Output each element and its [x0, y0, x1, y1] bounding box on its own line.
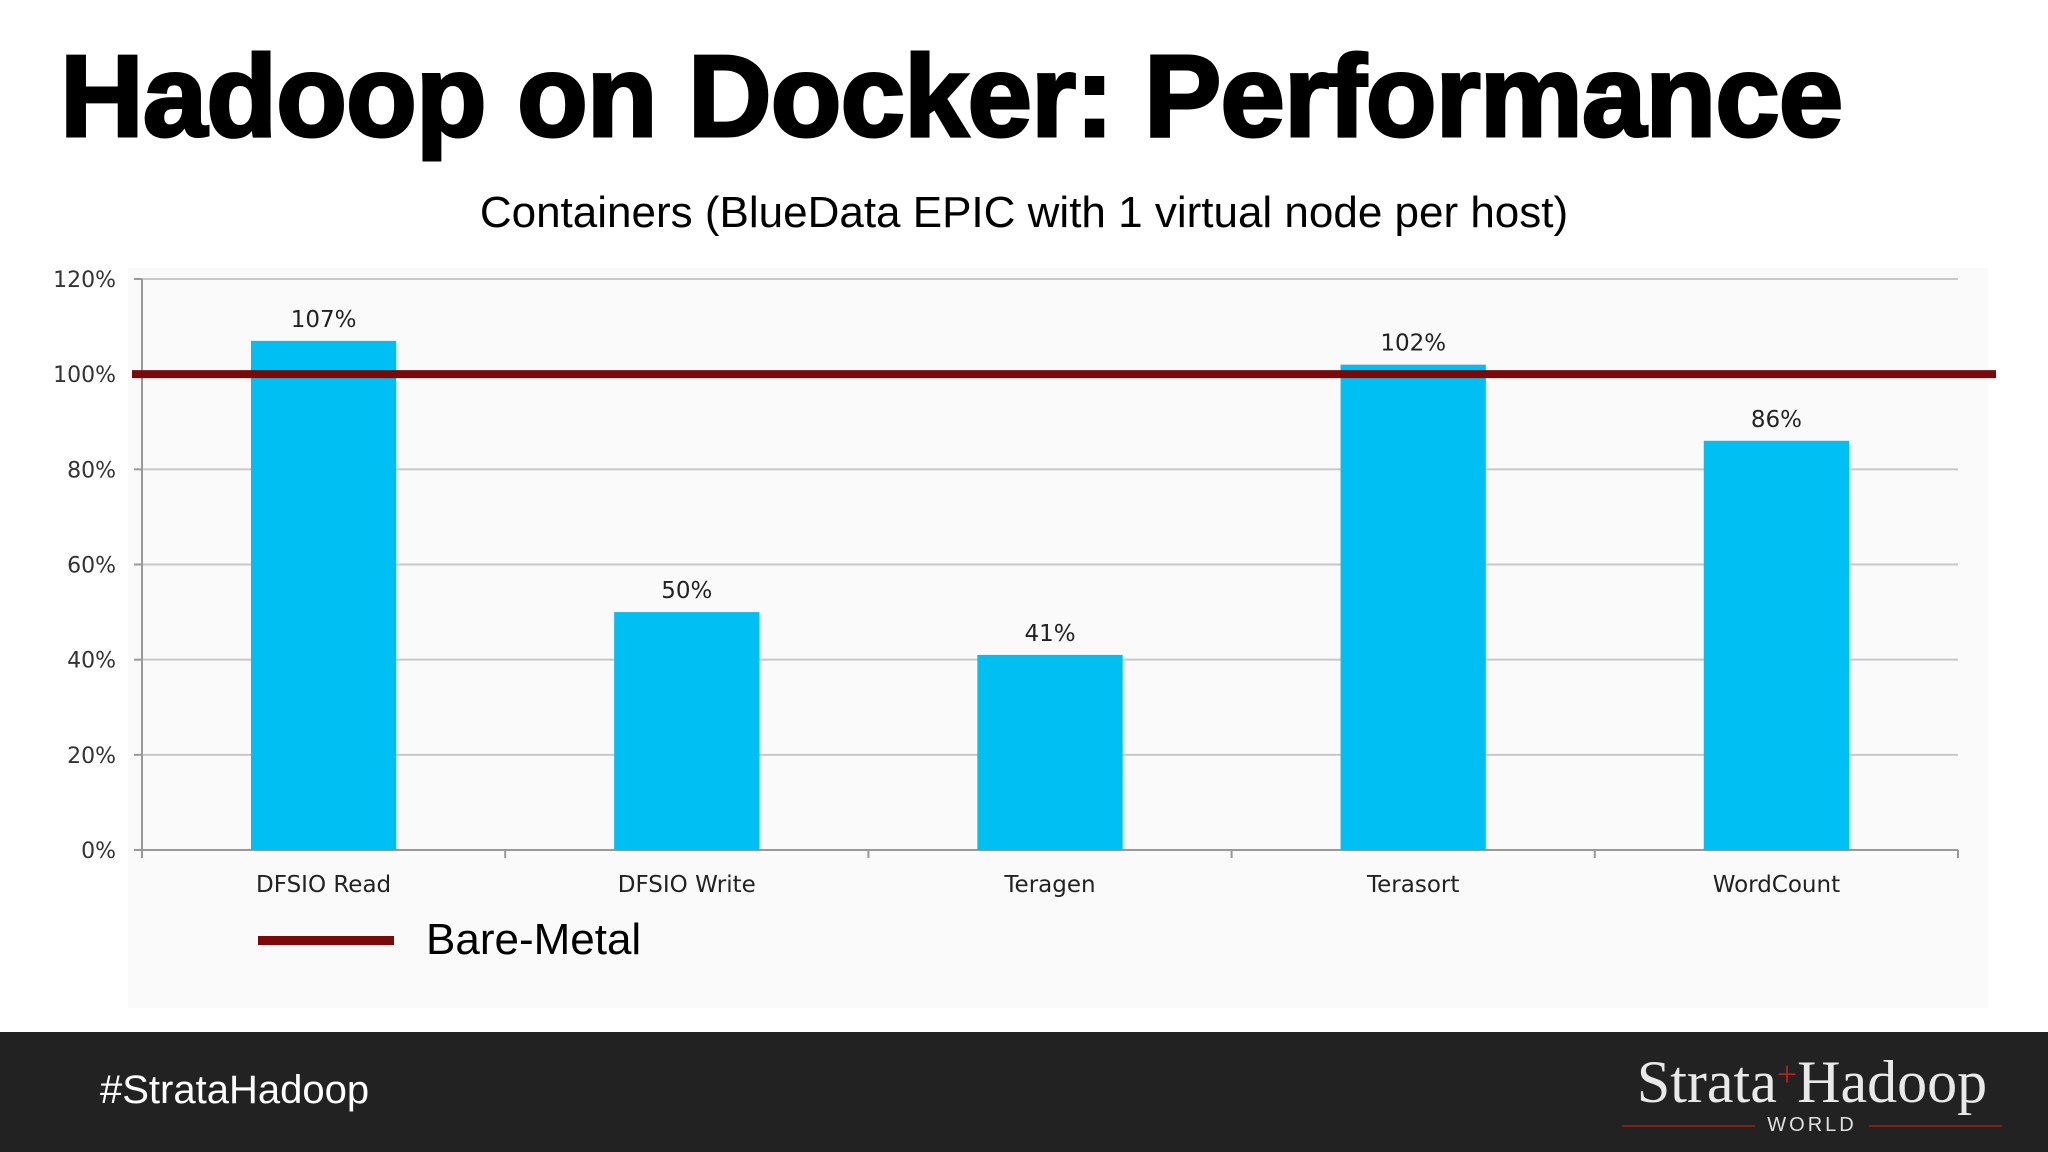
hashtag: #StrataHadoop	[100, 1068, 370, 1112]
bar-dfsio-read	[250, 340, 397, 850]
y-tick-label: 60%	[67, 554, 116, 579]
bar-chart: 0% 20% 40% 60% 80% 100% 120% DFSIO Read DFSIO Wr…	[53, 268, 1996, 1008]
logo-text-world: WORLD	[1767, 1114, 1857, 1136]
legend-swatch-bare-metal	[258, 935, 394, 945]
bar-dfsio-write	[614, 612, 760, 850]
logo-rule-right	[1868, 1124, 2003, 1127]
y-tick-label: 120%	[53, 268, 116, 293]
logo-plus-icon: +	[1776, 1054, 1798, 1094]
logo-text-hadoop: Hadoop	[1797, 1049, 1988, 1115]
data-labels: 107% 50% 41% 102% 86%	[291, 307, 1802, 647]
x-tick-label: DFSIO Read	[256, 872, 391, 898]
data-label: 50%	[661, 578, 712, 604]
legend: Bare-Metal	[258, 910, 641, 970]
y-tick-label: 0%	[81, 839, 116, 864]
y-tick-label: 20%	[67, 744, 116, 769]
x-tick-label: WordCount	[1713, 872, 1840, 898]
slide-title: Hadoop on Docker: Performance	[58, 31, 1844, 161]
logo-rule-left	[1622, 1124, 1756, 1127]
data-label: 107%	[291, 307, 357, 333]
logo-subline: WORLD	[1622, 1114, 2003, 1137]
x-tick-label: Teragen	[1003, 872, 1095, 898]
logo-wordmark: Strata+Hadoop	[1622, 1052, 2002, 1112]
chart-title: Containers (BlueData EPIC with 1 virtual…	[479, 188, 1569, 237]
data-label: 86%	[1751, 407, 1802, 433]
x-tick-label: Terasort	[1366, 872, 1459, 898]
plot-background	[128, 268, 1988, 1008]
x-tick-label: DFSIO Write	[618, 872, 756, 898]
bar-terasort	[1340, 364, 1486, 850]
bar-teragen	[977, 654, 1123, 850]
legend-label-bare-metal: Bare-Metal	[426, 915, 642, 964]
y-tick-label: 100%	[53, 363, 116, 388]
data-label: 41%	[1024, 621, 1075, 647]
bars	[250, 340, 1850, 850]
y-tick-label: 40%	[67, 649, 116, 674]
y-tick-label: 80%	[67, 458, 116, 483]
footer-bar: #StrataHadoop Strata+Hadoop WORLD	[0, 1032, 2048, 1152]
data-label: 102%	[1380, 331, 1446, 357]
strata-hadoop-logo: Strata+Hadoop WORLD	[1622, 1052, 2003, 1148]
bar-wordcount	[1703, 440, 1850, 850]
logo-text-strata: Strata	[1636, 1049, 1777, 1115]
